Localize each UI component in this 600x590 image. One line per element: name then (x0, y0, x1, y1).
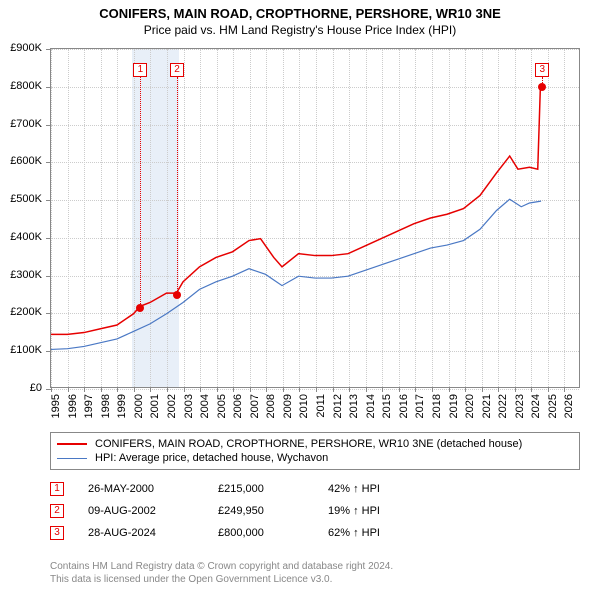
x-axis-label: 2006 (232, 394, 244, 418)
x-axis-label: 2014 (365, 394, 377, 418)
x-axis-label: 2025 (547, 394, 559, 418)
legend-row: CONIFERS, MAIN ROAD, CROPTHORNE, PERSHOR… (57, 437, 573, 451)
sales-row-date: 09-AUG-2002 (88, 505, 218, 517)
sales-row: 1 26-MAY-2000£215,00042% ↑ HPI (50, 478, 448, 500)
sales-row-date: 26-MAY-2000 (88, 483, 218, 495)
sale-marker-box: 1 (133, 63, 147, 77)
y-tick (46, 200, 51, 201)
x-axis-label: 1997 (83, 394, 95, 418)
x-axis-label: 2001 (149, 394, 161, 418)
series-property (51, 87, 540, 335)
x-axis-label: 2022 (497, 394, 509, 418)
legend-swatch (57, 458, 87, 459)
y-tick (46, 125, 51, 126)
x-axis-label: 2015 (381, 394, 393, 418)
sales-row-diff: 19% ↑ HPI (328, 505, 448, 517)
y-axis-label: £300K (10, 269, 42, 281)
sales-row-price: £215,000 (218, 483, 328, 495)
x-axis-label: 2013 (348, 394, 360, 418)
y-axis-label: £500K (10, 193, 42, 205)
sales-row-number: 3 (50, 526, 64, 540)
x-axis-label: 2020 (464, 394, 476, 418)
x-axis-label: 2012 (332, 394, 344, 418)
plot-area: 1 2 3 (50, 48, 580, 388)
y-axis-label: £200K (10, 306, 42, 318)
y-axis-labels: £0£100K£200K£300K£400K£500K£600K£700K£80… (0, 48, 46, 388)
legend-swatch (57, 443, 87, 445)
sales-table: 1 26-MAY-2000£215,00042% ↑ HPI 2 09-AUG-200… (50, 478, 448, 544)
x-axis-label: 2007 (249, 394, 261, 418)
y-tick (46, 313, 51, 314)
sale-marker-line (140, 77, 141, 308)
x-axis-label: 1999 (116, 394, 128, 418)
sale-marker-dot (538, 83, 546, 91)
x-axis-label: 2016 (398, 394, 410, 418)
footer-attribution: Contains HM Land Registry data © Crown c… (50, 560, 580, 586)
sales-row-diff: 62% ↑ HPI (328, 527, 448, 539)
y-tick (46, 87, 51, 88)
x-axis-label: 2005 (216, 394, 228, 418)
y-axis-label: £600K (10, 155, 42, 167)
sales-row-number: 1 (50, 482, 64, 496)
sales-row: 2 09-AUG-2002£249,95019% ↑ HPI (50, 500, 448, 522)
x-axis-label: 2010 (298, 394, 310, 418)
y-tick (46, 49, 51, 50)
x-axis-label: 2004 (199, 394, 211, 418)
x-axis-label: 2009 (282, 394, 294, 418)
x-axis-label: 2008 (265, 394, 277, 418)
x-axis-label: 2011 (315, 394, 327, 418)
x-axis-label: 2018 (431, 394, 443, 418)
sale-marker-dot (173, 291, 181, 299)
chart-container: CONIFERS, MAIN ROAD, CROPTHORNE, PERSHOR… (0, 0, 600, 590)
line-layer (51, 49, 579, 387)
sales-row: 3 28-AUG-2024£800,00062% ↑ HPI (50, 522, 448, 544)
y-tick (46, 351, 51, 352)
chart-subtitle: Price paid vs. HM Land Registry's House … (0, 21, 600, 41)
x-axis-label: 2000 (133, 394, 145, 418)
y-axis-label: £100K (10, 344, 42, 356)
x-axis-label: 2003 (183, 394, 195, 418)
y-axis-label: £800K (10, 80, 42, 92)
x-axis-label: 1998 (100, 394, 112, 418)
sale-marker-box: 3 (535, 63, 549, 77)
sales-row-diff: 42% ↑ HPI (328, 483, 448, 495)
sales-row-number: 2 (50, 504, 64, 518)
sale-marker-dot (136, 304, 144, 312)
x-axis-label: 1996 (67, 394, 79, 418)
series-hpi (51, 199, 541, 349)
sales-row-date: 28-AUG-2024 (88, 527, 218, 539)
x-axis-label: 2002 (166, 394, 178, 418)
x-axis-label: 2017 (414, 394, 426, 418)
footer-line1: Contains HM Land Registry data © Crown c… (50, 561, 393, 572)
x-axis-label: 2019 (448, 394, 460, 418)
sale-marker-box: 2 (170, 63, 184, 77)
y-tick (46, 276, 51, 277)
y-axis-label: £900K (10, 42, 42, 54)
y-axis-label: £400K (10, 231, 42, 243)
legend-label: HPI: Average price, detached house, Wych… (95, 452, 328, 464)
sale-marker-line (177, 77, 178, 295)
legend-label: CONIFERS, MAIN ROAD, CROPTHORNE, PERSHOR… (95, 438, 522, 450)
legend: CONIFERS, MAIN ROAD, CROPTHORNE, PERSHOR… (50, 432, 580, 470)
sales-row-price: £800,000 (218, 527, 328, 539)
chart-title: CONIFERS, MAIN ROAD, CROPTHORNE, PERSHOR… (0, 0, 600, 21)
y-tick (46, 162, 51, 163)
x-axis-label: 2023 (514, 394, 526, 418)
x-axis-label: 2026 (563, 394, 575, 418)
x-axis-label: 2021 (481, 394, 493, 418)
y-axis-label: £700K (10, 118, 42, 130)
legend-row: HPI: Average price, detached house, Wych… (57, 451, 573, 465)
footer-line2: This data is licensed under the Open Gov… (50, 574, 332, 585)
x-axis-label: 2024 (530, 394, 542, 418)
y-axis-label: £0 (30, 382, 42, 394)
y-tick (46, 238, 51, 239)
x-axis-label: 1995 (50, 394, 62, 418)
sales-row-price: £249,950 (218, 505, 328, 517)
